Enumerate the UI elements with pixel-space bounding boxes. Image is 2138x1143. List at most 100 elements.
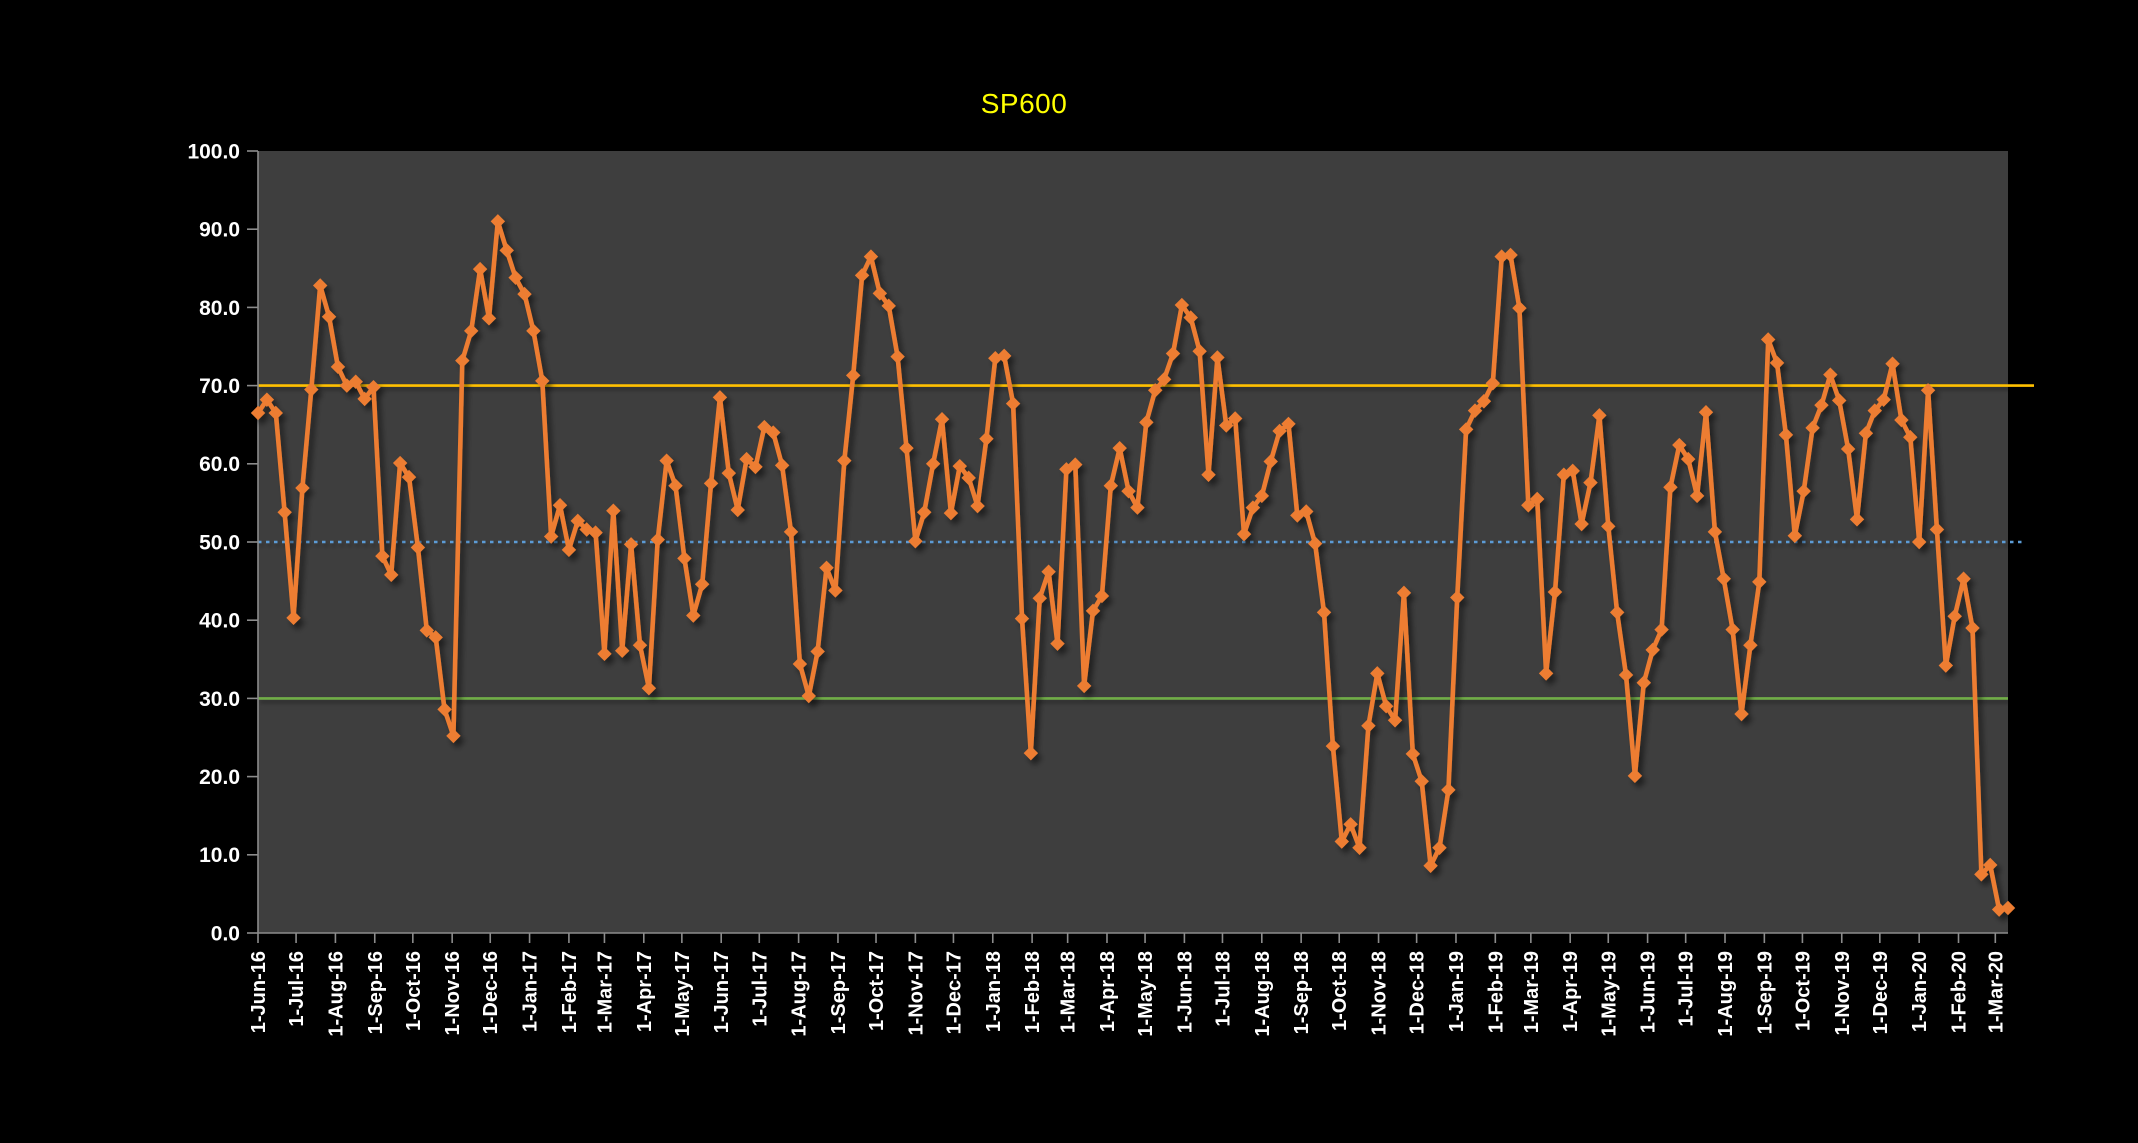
data-point-marker (1423, 858, 1438, 873)
data-point-marker (1823, 367, 1838, 382)
y-tick-label: 20.0 (199, 766, 240, 789)
data-point-marker (1299, 504, 1314, 519)
x-tick-label: 1-Sep-17 (828, 951, 850, 1034)
data-point-marker (632, 638, 648, 653)
data-point-marker (1414, 774, 1429, 789)
data-point-marker (375, 548, 390, 564)
reference-lines (258, 384, 2034, 700)
series-SP600 (250, 214, 2016, 917)
data-point-marker (268, 405, 283, 421)
data-point-marker (686, 608, 701, 623)
data-point-marker (437, 702, 452, 717)
data-point-marker (321, 309, 337, 324)
data-point-marker (1174, 297, 1190, 313)
data-point-marker (1867, 403, 1882, 418)
data-point-marker (1325, 738, 1341, 754)
data-point-marker (508, 270, 523, 285)
data-point-marker (1885, 356, 1900, 371)
data-point-marker (1441, 782, 1456, 798)
data-point-marker (694, 577, 710, 592)
data-point-marker (1956, 571, 1971, 586)
data-point-marker (1805, 420, 1820, 436)
data-point-marker (908, 534, 923, 549)
data-point-marker (1698, 404, 1714, 420)
x-tick-label: 1-Jul-16 (286, 951, 308, 1027)
data-point-marker (1396, 585, 1412, 601)
data-point-marker (1210, 350, 1225, 365)
data-point-marker (615, 643, 630, 658)
data-point-marker (1343, 817, 1358, 832)
data-point-marker (1618, 667, 1634, 683)
data-point-marker (854, 268, 870, 283)
x-tick-label: 1-Jan-19 (1446, 951, 1468, 1032)
x-tick-label: 1-Apr-18 (1097, 951, 1119, 1032)
data-point-marker (677, 551, 692, 566)
data-point-marker (472, 261, 488, 277)
x-tick-label: 1-Feb-20 (1949, 951, 1971, 1033)
x-tick-label: 1-Feb-18 (1022, 951, 1044, 1033)
data-point-marker (1121, 483, 1136, 499)
data-point-marker (286, 610, 301, 626)
x-tick-label: 1-Jul-19 (1676, 951, 1698, 1027)
data-point-marker (837, 453, 852, 468)
data-point-marker (1476, 394, 1492, 409)
x-tick-label: 1-Oct-17 (866, 951, 888, 1031)
y-tick-label: 90.0 (199, 219, 240, 242)
data-point-marker (1681, 451, 1696, 467)
data-point-marker (250, 405, 266, 421)
data-point-marker (1707, 524, 1723, 540)
data-point-marker (1103, 478, 1118, 493)
y-tick-label: 50.0 (199, 531, 240, 554)
data-point-marker (588, 525, 603, 540)
data-point-marker (1760, 332, 1776, 347)
data-point-marker (863, 249, 879, 264)
data-point-marker (1583, 475, 1598, 490)
data-point-marker (357, 391, 372, 407)
data-point-marker (934, 412, 950, 427)
x-tick-label: 1-Jul-17 (749, 951, 771, 1027)
data-point-marker (348, 374, 363, 389)
data-point-marker (659, 453, 674, 468)
data-point-marker (703, 476, 719, 491)
x-tick-label: 1-Sep-19 (1754, 951, 1776, 1034)
data-point-marker (721, 465, 737, 481)
data-point-marker (1352, 840, 1367, 855)
data-point-marker (1467, 403, 1483, 418)
data-point-marker (1636, 675, 1651, 690)
data-point-marker (1601, 519, 1616, 534)
data-point-marker (1725, 622, 1740, 637)
x-tick-label: 1-Aug-16 (325, 951, 347, 1037)
data-point-marker (819, 560, 834, 576)
data-point-marker (304, 382, 319, 397)
data-point-marker (1192, 343, 1207, 359)
data-point-marker (925, 456, 941, 471)
x-tick-label: 1-Nov-19 (1832, 951, 1854, 1035)
data-point-marker (1876, 392, 1891, 407)
data-point-marker (1654, 622, 1669, 637)
data-point-marker (668, 478, 683, 493)
data-point-marker (526, 323, 541, 339)
data-point-marker (757, 419, 772, 435)
x-tick-label: 1-Oct-16 (403, 951, 425, 1031)
data-point-marker (872, 286, 888, 301)
data-point-marker (1183, 310, 1198, 325)
data-point-marker (1556, 467, 1572, 482)
data-point-marker (961, 470, 976, 486)
data-point-marker (2000, 900, 2016, 916)
y-tick-label: 100.0 (187, 140, 240, 163)
data-point-marker (774, 458, 790, 473)
data-point-marker (330, 359, 346, 375)
data-point-marker (1494, 249, 1509, 264)
x-tick-label: 1-Jun-19 (1638, 951, 1660, 1033)
data-point-marker (996, 348, 1012, 364)
data-point-marker (1663, 480, 1678, 495)
data-point-marker (1316, 605, 1332, 620)
y-tick-label: 80.0 (199, 297, 240, 320)
data-point-marker (1947, 609, 1962, 624)
x-tick-label: 1-Jun-16 (248, 951, 270, 1033)
data-point-marker (543, 529, 559, 544)
data-point-marker (1903, 430, 1918, 445)
data-point-marker (801, 688, 816, 704)
data-point-marker (366, 379, 381, 395)
